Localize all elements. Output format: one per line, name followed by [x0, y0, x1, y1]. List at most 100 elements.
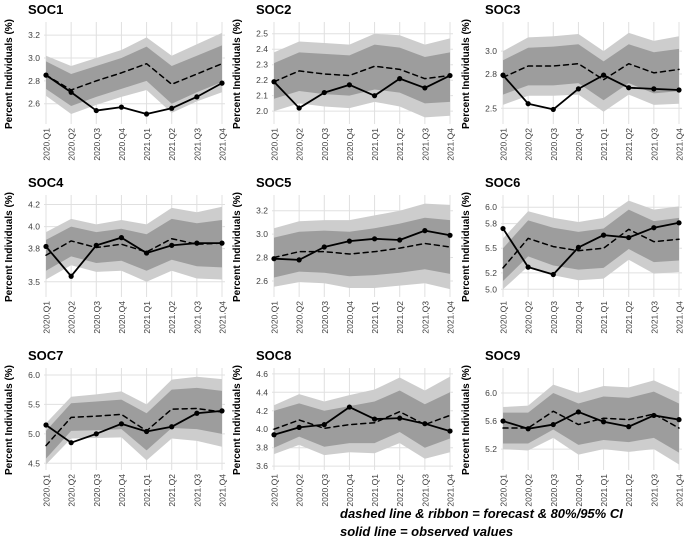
x-tick-label: 2021.Q4	[446, 474, 456, 507]
y-tick-label: 5.5	[28, 399, 40, 409]
x-tick-label: 2021.Q2	[624, 474, 634, 507]
y-tick-labels: 3.5 3.8 4.0 4.2	[28, 200, 40, 287]
legend-footnote-line1: dashed line & ribbon = forecast & 80%/95…	[340, 506, 623, 521]
soc4-chart: SOC4 Percent Individuals (%) 3.5 3.8 4.0 4.2 2…	[4, 175, 228, 334]
soc9-chart: SOC9 Percent Individuals (%) 5.2 5.6 6.0 2020…	[461, 348, 685, 507]
panel-title: SOC5	[256, 175, 291, 190]
y-tick-label: 2.6	[28, 99, 40, 109]
observed-point	[422, 228, 428, 234]
observed-point	[500, 225, 506, 232]
x-tick-label: 2020.Q2	[67, 301, 77, 334]
observed-point	[676, 417, 682, 423]
observed-line	[501, 221, 680, 276]
y-tick-label: 6.0	[28, 370, 40, 380]
observed-point	[397, 76, 403, 82]
x-tick-label: 2020.Q4	[117, 301, 127, 334]
x-tick-label: 2020.Q4	[345, 128, 355, 161]
y-axis-label: Percent Individuals (%)	[4, 192, 15, 302]
y-tick-labels: 2.6 2.8 3.0 3.2	[257, 206, 269, 286]
x-tick-labels: 2020.Q1 2020.Q2 2020.Q3 2020.Q4 2021.Q1 2021.…	[498, 474, 684, 507]
observed-point	[550, 421, 556, 428]
y-tick-label: 5.6	[485, 416, 497, 426]
x-tick-label: 2021.Q3	[421, 128, 431, 161]
observed-point	[650, 225, 657, 231]
x-tick-label: 2021.Q3	[192, 128, 202, 161]
x-tick-label: 2021.Q1	[370, 474, 380, 507]
panel-title: SOC2	[256, 2, 291, 17]
x-tick-label: 2021.Q2	[167, 301, 177, 334]
soc2-panel: SOC2 Percent Individuals (%) 2.0 2.1 2.2 2.3 2…	[228, 0, 456, 173]
y-tick-label: 3.6	[257, 461, 269, 471]
x-tick-label: 2021.Q4	[674, 128, 684, 161]
observed-point	[575, 409, 581, 415]
x-tick-label: 2021.Q2	[167, 474, 177, 507]
x-tick-label: 2020.Q2	[523, 474, 533, 507]
observed-point	[447, 232, 453, 238]
legend-footnote: dashed line & ribbon = forecast & 80%/95…	[340, 505, 623, 541]
y-axis-label: Percent Individuals (%)	[461, 365, 472, 475]
y-tick-label: 5.8	[485, 219, 497, 229]
ci80-ribbon	[502, 391, 679, 453]
forecast-line	[501, 228, 680, 269]
x-tick-label: 2020.Q2	[295, 474, 305, 507]
observed-point	[600, 419, 606, 425]
ci80-ribbon	[274, 390, 451, 448]
observed-point	[118, 421, 125, 427]
observed-point	[169, 242, 175, 248]
y-tick-label: 2.4	[257, 44, 269, 54]
y-axis-label: Percent Individuals (%)	[461, 192, 472, 302]
x-tick-labels: 2020.Q1 2020.Q2 2020.Q3 2020.Q4 2021.Q1 2021.…	[270, 128, 456, 161]
y-tick-label: 2.5	[485, 103, 497, 113]
x-tick-label: 2021.Q3	[421, 474, 431, 507]
x-tick-label: 2020.Q4	[117, 128, 127, 161]
y-tick-label: 5.5	[485, 243, 497, 253]
observed-point	[194, 240, 200, 246]
x-tick-label: 2020.Q4	[345, 301, 355, 334]
y-tick-label: 3.2	[257, 206, 269, 216]
observed-point	[575, 244, 581, 251]
observed-line	[273, 229, 452, 261]
x-tick-labels: 2020.Q1 2020.Q2 2020.Q3 2020.Q4 2021.Q1 2021.…	[42, 474, 228, 507]
y-axis-label: Percent Individuals (%)	[232, 19, 243, 129]
x-tick-label: 2020.Q1	[270, 474, 280, 507]
observed-point	[219, 80, 225, 86]
observed-point	[397, 237, 403, 243]
x-tick-label: 2020.Q2	[523, 301, 533, 334]
x-tick-label: 2021.Q1	[370, 301, 380, 334]
y-axis-label: Percent Individuals (%)	[4, 365, 15, 475]
x-tick-label: 2020.Q1	[42, 474, 52, 507]
observed-point	[169, 424, 175, 430]
x-tick-label: 2020.Q3	[320, 128, 330, 161]
ci80-ribbon	[274, 44, 451, 104]
y-tick-label: 2.8	[257, 253, 269, 263]
observed-point	[322, 422, 328, 428]
x-tick-label: 2020.Q3	[320, 301, 330, 334]
ci80-ribbon	[502, 209, 679, 282]
x-tick-label: 2020.Q3	[92, 128, 102, 161]
x-tick-label: 2021.Q3	[192, 474, 202, 507]
x-tick-label: 2021.Q4	[446, 301, 456, 334]
x-tick-label: 2020.Q4	[574, 128, 584, 161]
y-axis-label: Percent Individuals (%)	[4, 19, 15, 129]
y-tick-label: 2.0	[257, 106, 269, 116]
y-tick-label: 6.0	[485, 202, 497, 212]
x-tick-label: 2020.Q2	[67, 128, 77, 161]
x-tick-label: 2021.Q2	[396, 301, 406, 334]
y-tick-label: 4.5	[28, 458, 40, 468]
x-tick-label: 2021.Q2	[167, 128, 177, 161]
x-tick-label: 2021.Q2	[624, 301, 634, 334]
x-tick-label: 2020.Q4	[574, 474, 584, 507]
soc7-chart: SOC7 Percent Individuals (%) 4.5 5.0 5.5 6.0 2…	[4, 348, 228, 507]
legend-footnote-line2: solid line = observed values	[340, 524, 514, 539]
observed-line	[45, 74, 223, 115]
forecast-line	[501, 410, 680, 429]
observed-line	[501, 411, 680, 430]
observed-point	[600, 72, 606, 78]
observed-point	[219, 240, 225, 246]
panel-title: SOC4	[28, 175, 64, 190]
x-tick-label: 2021.Q1	[599, 301, 609, 334]
y-tick-label: 5.2	[485, 268, 497, 278]
x-tick-label: 2021.Q4	[218, 128, 228, 161]
y-tick-label: 4.2	[28, 200, 40, 210]
